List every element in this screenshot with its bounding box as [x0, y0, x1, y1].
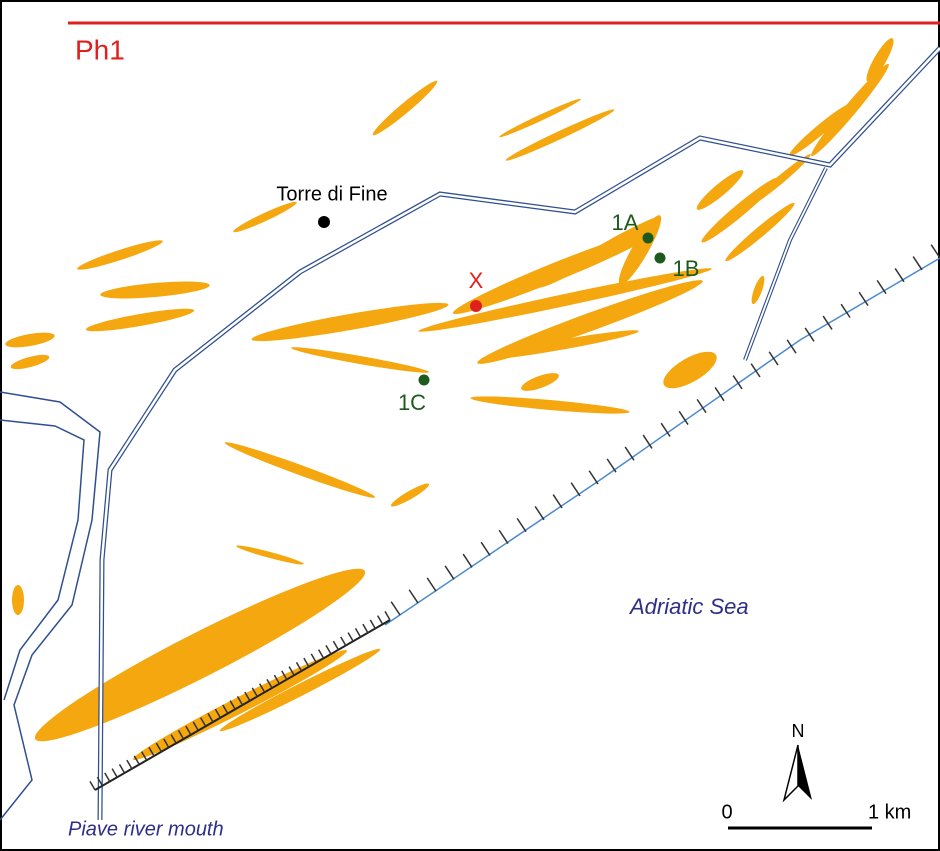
point-marker	[655, 253, 666, 264]
point-label: 1B	[673, 256, 700, 281]
place-label: Torre di Fine	[276, 183, 387, 205]
dune-ridge	[12, 585, 24, 615]
map: Ph1 Torre di Fine X 1A 1B 1C Adriatic Se…	[0, 0, 940, 851]
water-label: Piave river mouth	[68, 818, 224, 840]
point-label: X	[469, 268, 484, 293]
point-label: 1A	[612, 210, 639, 235]
point-label: 1C	[398, 390, 426, 415]
scale-end: 1 km	[868, 801, 911, 823]
point-marker	[419, 375, 430, 386]
scale-start: 0	[721, 801, 732, 823]
place-marker	[318, 216, 330, 228]
phase-label: Ph1	[75, 34, 125, 65]
water-label: Adriatic Sea	[628, 594, 749, 619]
point-marker	[470, 300, 482, 312]
point-marker	[643, 233, 654, 244]
north-label: N	[792, 721, 805, 741]
